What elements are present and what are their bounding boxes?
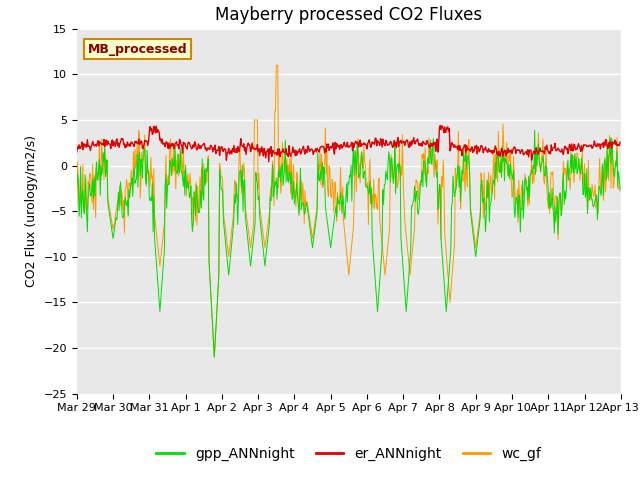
Y-axis label: CO2 Flux (urology/m2/s): CO2 Flux (urology/m2/s) <box>25 135 38 287</box>
Legend: gpp_ANNnight, er_ANNnight, wc_gf: gpp_ANNnight, er_ANNnight, wc_gf <box>150 442 547 467</box>
Text: MB_processed: MB_processed <box>88 43 188 56</box>
Title: Mayberry processed CO2 Fluxes: Mayberry processed CO2 Fluxes <box>215 6 483 24</box>
